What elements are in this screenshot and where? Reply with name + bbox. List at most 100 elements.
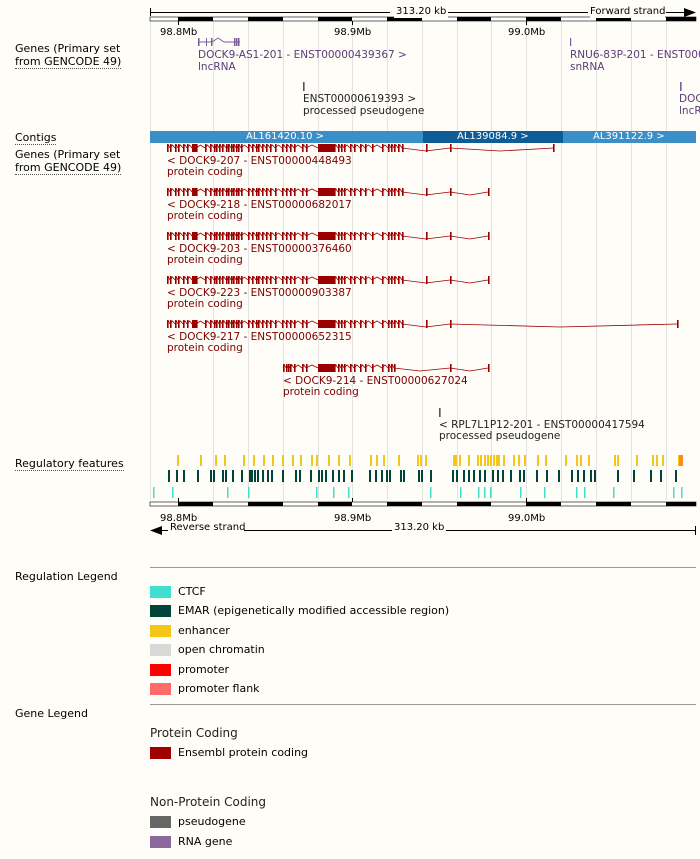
exon [262, 144, 264, 152]
exon [318, 276, 334, 284]
contig-label[interactable]: AL161420.10 > [246, 131, 325, 142]
exon [167, 232, 169, 240]
exon [388, 232, 390, 240]
exon [236, 188, 238, 196]
exon [226, 320, 228, 328]
transcript-label[interactable]: < DOCK9-214 - ENST00000627024 [283, 375, 468, 387]
regulatory-feature-enhancer [200, 455, 202, 466]
regulatory-feature-enhancer [370, 455, 372, 466]
transcript-label[interactable]: < DOCK9-207 - ENST00000448493 [167, 155, 352, 167]
exon [398, 276, 400, 284]
tick-label: 99.0Mb [508, 27, 546, 38]
regulatory-feature-enhancer [253, 455, 255, 466]
forward-gene-glyphs[interactable] [198, 37, 682, 91]
regulatory-feature-emar [452, 470, 454, 482]
exon [216, 232, 218, 240]
transcript-label[interactable]: < DOCK9-217 - ENST00000652315 [167, 331, 352, 343]
gene-glyph-rpl7l1p12[interactable] [439, 408, 441, 417]
top-scale-bar [149, 8, 697, 25]
regulatory-feature-ctcf [248, 487, 250, 498]
exon [382, 144, 384, 152]
exon [394, 144, 396, 152]
genome-browser-canvas[interactable] [0, 0, 700, 545]
exon [266, 232, 268, 240]
exon [338, 320, 340, 328]
regulatory-feature-ctcf [584, 487, 586, 498]
contig-bar[interactable] [150, 131, 696, 143]
regulatory-feature-enhancer [662, 455, 664, 466]
gene-glyph-enst00000619393 [303, 82, 305, 91]
regulatory-track-label[interactable]: Regulatory features [15, 457, 124, 471]
regulatory-feature-enhancer [484, 455, 486, 466]
regulatory-feature-emar [325, 470, 327, 482]
legend-swatch [150, 683, 171, 695]
exon [252, 188, 254, 196]
exon [175, 188, 177, 196]
genes-forward-track-label[interactable]: Genes (Primary set from GENCODE 49) [15, 42, 122, 69]
regulatory-feature-ctcf [490, 487, 492, 498]
exon [216, 144, 218, 152]
exon [170, 232, 172, 240]
regulatory-feature-enhancer [263, 455, 265, 466]
exon [344, 364, 346, 372]
exon [283, 364, 285, 372]
gene-label[interactable]: RNU6-83P-201 - ENST0000 [570, 49, 700, 61]
exon [450, 232, 452, 240]
genes-reverse-track-label[interactable]: Genes (Primary set from GENCODE 49) [15, 148, 122, 175]
legend-label: Ensembl protein coding [178, 746, 309, 759]
gene-label[interactable]: DOC [679, 93, 700, 105]
regulatory-feature-emar [386, 470, 388, 482]
exon [270, 276, 272, 284]
regulatory-feature-emar [351, 470, 353, 482]
regulatory-feature-emar [546, 470, 548, 482]
exon [241, 320, 243, 328]
transcript-label[interactable]: < RPL7L1P12-201 - ENST00000417594 [439, 419, 645, 431]
exon [334, 276, 336, 284]
tick-label: 99.0Mb [508, 513, 546, 524]
intron [371, 232, 383, 237]
exon [183, 276, 185, 284]
exon [241, 276, 243, 284]
legend-swatch [150, 605, 171, 617]
exon [178, 276, 180, 284]
gene-glyph-doc [680, 82, 682, 91]
exon [210, 144, 212, 152]
exon [183, 144, 185, 152]
contig-label[interactable]: AL391122.9 > [593, 131, 665, 142]
regulatory-feature-emar [594, 470, 596, 482]
exon [294, 320, 296, 328]
exon [275, 320, 277, 328]
regulation-legend-title: Regulation Legend [15, 570, 118, 583]
exon [210, 320, 212, 328]
exon [394, 276, 396, 284]
transcript-label[interactable]: < DOCK9-203 - ENST00000376460 [167, 243, 352, 255]
transcript-label[interactable]: < DOCK9-218 - ENST00000682017 [167, 199, 352, 211]
transcript-label[interactable]: < DOCK9-223 - ENST00000903387 [167, 287, 352, 299]
gene-label[interactable]: DOCK9-AS1-201 - ENST00000439367 > [198, 49, 407, 61]
regulatory-feature-emar [463, 470, 465, 482]
contig-label[interactable]: AL139084.9 > [457, 131, 529, 142]
contigs-track-label[interactable]: Contigs [15, 131, 57, 145]
exon [236, 276, 238, 284]
exon [175, 232, 177, 240]
exon [388, 276, 390, 284]
regulatory-feature-emar [479, 470, 481, 482]
exon [167, 320, 169, 328]
exon [252, 320, 254, 328]
gene-label[interactable]: ENST00000619393 > [303, 93, 417, 105]
intron [401, 323, 678, 328]
exon [341, 232, 343, 240]
regulatory-feature-enhancer [513, 455, 515, 466]
intron [393, 367, 489, 372]
exon [286, 188, 288, 196]
exon [372, 364, 374, 372]
regulatory-feature-emar [183, 470, 185, 482]
regulatory-feature-enhancer [420, 455, 422, 466]
exon [282, 276, 284, 284]
regulatory-features[interactable] [153, 455, 683, 498]
track-label-line: Regulatory features [15, 457, 124, 471]
exon [258, 144, 260, 152]
exon [205, 232, 207, 240]
regulatory-feature-enhancer [383, 455, 385, 466]
reverse-transcript-glyphs[interactable] [166, 143, 679, 372]
